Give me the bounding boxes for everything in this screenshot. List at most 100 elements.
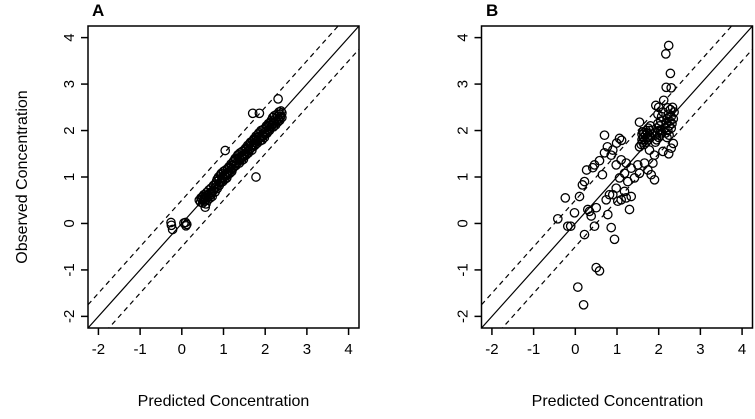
y-tick-label: -2 (61, 310, 78, 323)
panel-b-x-axis-title: Predicted Concentration (531, 393, 704, 410)
panel-b-plot: -2 -1 0 1 2 3 4 -2 -1 0 1 2 3 4 (455, 25, 754, 358)
data-point (611, 183, 622, 194)
data-point (614, 173, 625, 183)
y-axis-title: Observed Concentration (14, 90, 31, 264)
data-point (616, 194, 627, 205)
data-point (619, 186, 630, 197)
data-point (594, 155, 605, 166)
data-point (247, 108, 258, 119)
data-point (591, 202, 602, 213)
y-tick-label: 1 (61, 173, 78, 181)
data-point (654, 121, 665, 131)
data-point (277, 112, 287, 123)
y-tick-label: 0 (61, 219, 78, 227)
data-point (257, 134, 268, 145)
data-point (664, 130, 674, 141)
data-point (666, 143, 677, 154)
data-point (180, 217, 191, 228)
data-point (619, 168, 630, 179)
panel-a-label: A (92, 1, 105, 20)
panel-a-plot: -2 -1 0 1 2 3 4 -2 -1 0 1 2 3 4 (61, 25, 360, 358)
data-point (664, 121, 674, 131)
data-point (660, 49, 671, 59)
data-point (667, 102, 678, 113)
data-point (624, 204, 635, 215)
data-point (666, 82, 677, 93)
data-point (565, 221, 576, 232)
data-point (601, 194, 612, 205)
data-point (614, 133, 625, 144)
data-point (665, 68, 676, 79)
data-point (607, 145, 618, 155)
data-point (668, 114, 679, 124)
data-point (653, 102, 664, 113)
data-point (606, 150, 617, 161)
x-tick-label: -1 (133, 341, 146, 358)
data-point (213, 179, 223, 189)
data-point (562, 221, 573, 232)
data-point (658, 95, 669, 106)
data-point (569, 207, 580, 218)
y-tick-label: 2 (61, 126, 78, 134)
data-point (649, 174, 660, 185)
x-tick-label: -2 (485, 341, 498, 358)
data-point (662, 132, 672, 143)
data-point (560, 193, 571, 203)
data-point (552, 213, 563, 224)
data-point (616, 154, 627, 165)
data-point (597, 169, 608, 180)
data-point (574, 191, 585, 202)
y-tick-label: 4 (455, 33, 472, 41)
data-point (602, 141, 613, 152)
data-point (634, 168, 645, 179)
x-tick-label: -2 (92, 341, 105, 358)
data-point (587, 162, 598, 173)
data-point (589, 221, 600, 232)
data-point (578, 299, 589, 310)
x-tick-label: 3 (696, 341, 704, 358)
data-point (632, 160, 643, 170)
y-tick-label: -1 (455, 263, 472, 276)
data-point (599, 130, 610, 141)
data-point (646, 169, 657, 180)
data-point (609, 234, 620, 245)
x-tick-label: 0 (571, 341, 579, 358)
data-point (599, 147, 610, 158)
x-tick-label: -1 (527, 341, 540, 358)
data-point (277, 108, 287, 118)
data-point (663, 102, 673, 113)
y-tick-label: 0 (455, 219, 472, 227)
data-point (655, 130, 665, 141)
y-tick-label: 2 (455, 126, 472, 134)
y-tick-label: 3 (455, 80, 472, 88)
data-point (220, 145, 231, 156)
data-point (591, 262, 602, 273)
data-point (667, 118, 677, 129)
panel-a-x-axis-title: Predicted Concentration (137, 393, 310, 410)
y-tick-label: -2 (455, 310, 472, 323)
data-point (616, 135, 627, 146)
data-point (181, 220, 191, 231)
data-point (167, 224, 178, 235)
data-point (579, 176, 590, 187)
y-tick-label: 3 (61, 80, 78, 88)
data-point (604, 189, 615, 200)
x-tick-label: 0 (178, 341, 186, 358)
data-point (586, 211, 597, 221)
data-point (602, 209, 613, 220)
data-point (653, 109, 663, 120)
dashed-offset-line (481, 26, 733, 306)
dashed-offset-line (108, 48, 359, 328)
x-tick-label: 2 (655, 341, 663, 358)
x-tick-label: 3 (303, 341, 311, 358)
data-point (661, 82, 672, 93)
data-point (658, 146, 668, 157)
data-point (634, 117, 645, 128)
dashed-offset-line (88, 26, 339, 306)
data-point (611, 160, 622, 170)
data-point (251, 172, 261, 182)
data-point (663, 40, 674, 51)
data-point (166, 220, 177, 231)
